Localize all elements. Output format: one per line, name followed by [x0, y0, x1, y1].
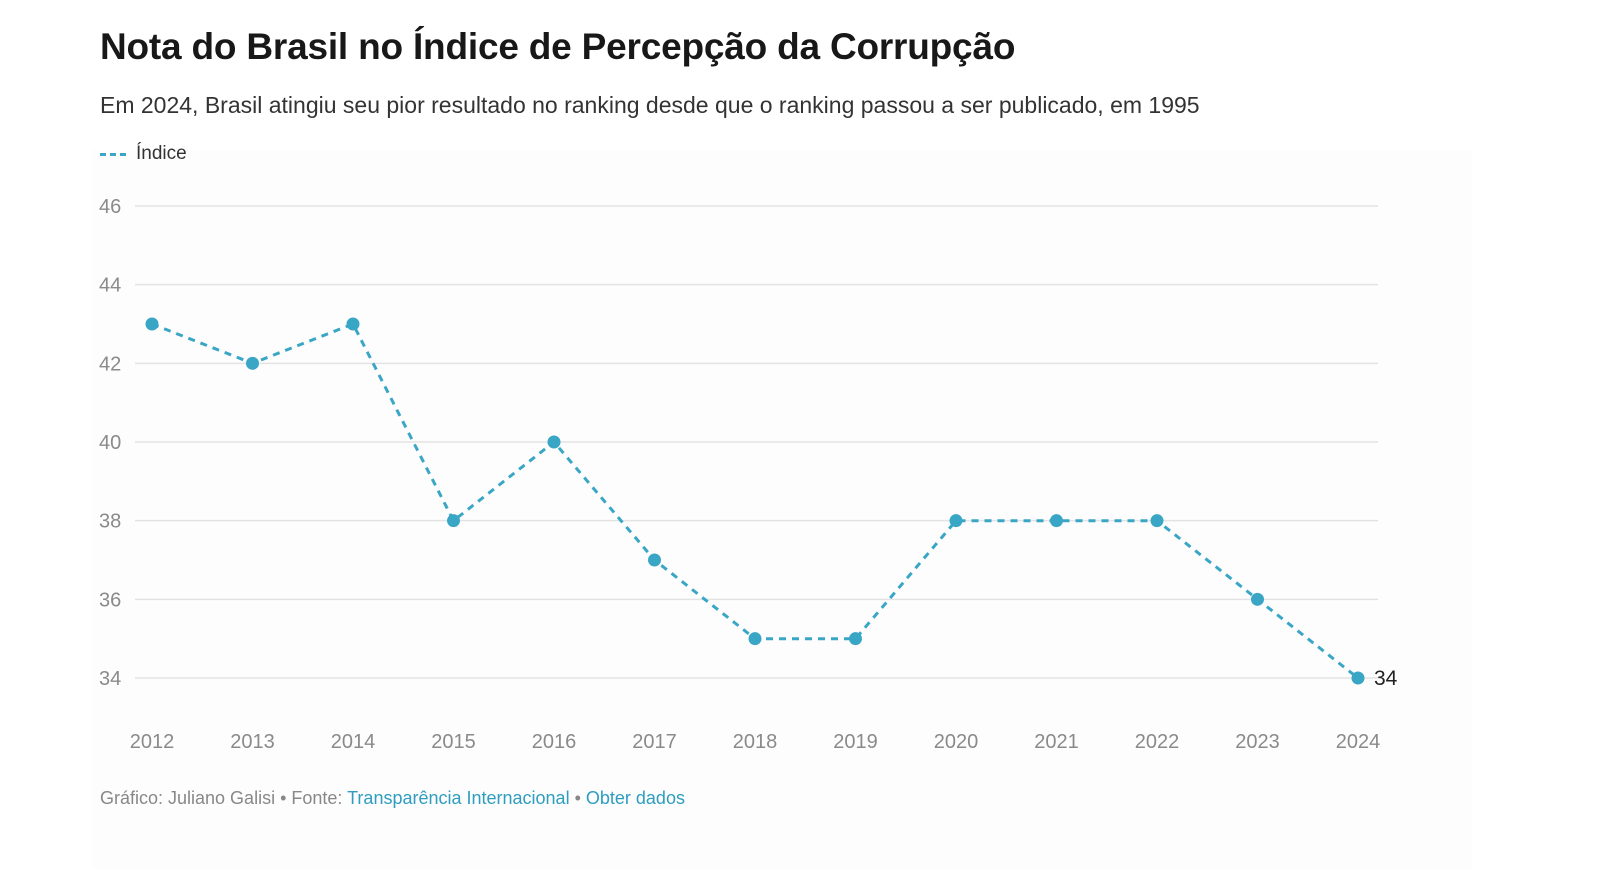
- data-point-2018: [748, 632, 762, 646]
- series-line-layer: [151, 322, 1359, 680]
- data-point-2012: [145, 317, 159, 331]
- grid-lines: [135, 205, 1378, 679]
- data-point-2015: [447, 514, 460, 528]
- chart-background: [92, 150, 1472, 869]
- x-tick-label-2019: 2019: [833, 731, 878, 753]
- y-tick-label-46: 46: [99, 196, 121, 218]
- legend-swatch-indice: [100, 152, 126, 156]
- footer-separator-2: •: [569, 788, 586, 808]
- x-tick-label-2017: 2017: [632, 731, 677, 753]
- chart-title: Nota do Brasil no Índice de Percepção da…: [100, 26, 1016, 67]
- footer-credit: Gráfico: Juliano Galisi: [100, 788, 276, 808]
- data-point-2017: [648, 553, 661, 567]
- data-point-2023: [1251, 592, 1264, 606]
- footer-separator: •: [275, 788, 292, 808]
- legend-label-indice: Índice: [136, 143, 187, 164]
- chart-legend: Índice: [100, 143, 187, 165]
- x-tick-label-2016: 2016: [532, 731, 577, 753]
- series-points-layer: [145, 317, 1365, 685]
- source-link[interactable]: Transparência Internacional: [347, 788, 570, 808]
- y-tick-label-44: 44: [99, 275, 121, 297]
- data-point-2022: [1150, 514, 1164, 528]
- x-tick-label-2014: 2014: [331, 731, 376, 753]
- y-tick-label-34: 34: [99, 668, 121, 690]
- y-tick-label-38: 38: [99, 511, 121, 533]
- chart-footer: Gráfico: Juliano Galisi • Fonte: Transpa…: [100, 788, 685, 809]
- data-point-2019: [849, 632, 862, 646]
- y-axis-ticks: 34 36 38 40 42 44 46: [99, 196, 121, 690]
- y-tick-label-36: 36: [99, 589, 121, 611]
- y-tick-label-42: 42: [99, 353, 121, 375]
- data-point-2016: [547, 435, 561, 449]
- x-tick-label-2012: 2012: [130, 731, 175, 753]
- x-tick-label-2022: 2022: [1135, 731, 1180, 753]
- x-axis-ticks: 2012 2013 2014 2015 2016 2017 2018 2019 2020 2021…: [130, 731, 1381, 753]
- data-point-2024: [1351, 671, 1365, 685]
- data-point-2021: [1050, 514, 1063, 528]
- footer-source-prefix: Fonte:: [291, 788, 348, 808]
- x-tick-label-2018: 2018: [733, 731, 778, 753]
- x-tick-label-2013: 2013: [230, 731, 275, 753]
- data-point-2020: [949, 514, 963, 528]
- x-tick-label-2021: 2021: [1034, 731, 1079, 753]
- data-point-2013: [246, 356, 259, 370]
- data-point-2014: [346, 317, 360, 331]
- y-tick-label-40: 40: [99, 432, 121, 454]
- x-tick-label-2024: 2024: [1336, 731, 1381, 753]
- series-line-0: [151, 322, 1359, 680]
- get-data-link[interactable]: Obter dados: [585, 788, 685, 808]
- x-tick-label-2023: 2023: [1235, 731, 1280, 753]
- chart-subtitle: Em 2024, Brasil atingiu seu pior resulta…: [100, 92, 1200, 118]
- x-tick-label-2015: 2015: [431, 731, 476, 753]
- data-labels-layer: 34: [1374, 667, 1398, 690]
- data-label-2024: 34: [1374, 667, 1398, 690]
- x-tick-label-2020: 2020: [934, 731, 979, 753]
